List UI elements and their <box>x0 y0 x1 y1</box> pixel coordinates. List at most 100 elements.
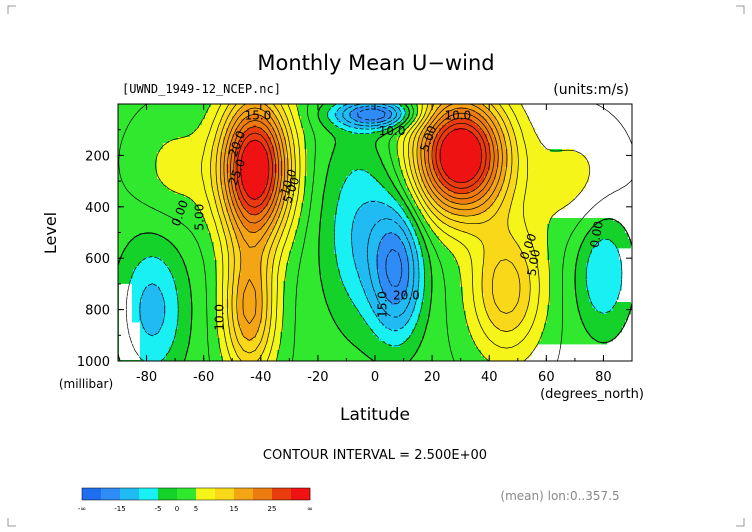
field-cell <box>394 185 406 189</box>
field-cell <box>367 299 388 303</box>
field-cell <box>424 257 430 261</box>
field-cell <box>478 185 490 189</box>
field-cell <box>373 131 388 135</box>
field-cell <box>235 206 244 210</box>
field-cell <box>475 122 487 126</box>
field-cell <box>262 128 274 132</box>
field-cell <box>133 275 172 279</box>
field-cell <box>175 245 214 249</box>
field-cell <box>232 134 241 138</box>
field-cell <box>340 197 394 201</box>
field-cell <box>430 305 463 309</box>
field-cell <box>118 176 157 180</box>
field-cell <box>346 287 364 291</box>
field-cell <box>376 149 397 153</box>
field-cell <box>193 308 217 312</box>
contour-line <box>201 103 540 362</box>
field-cell <box>484 104 499 108</box>
field-cell <box>262 287 271 291</box>
field-cell <box>586 287 622 291</box>
field-cell <box>118 260 142 264</box>
field-cell <box>442 164 481 168</box>
field-cell <box>241 359 259 362</box>
field-cell <box>481 155 490 159</box>
field-cell <box>337 116 352 120</box>
field-cell <box>118 119 202 123</box>
field-cell <box>169 266 187 270</box>
field-cell <box>307 155 331 159</box>
field-cell <box>229 317 238 321</box>
field-cell <box>226 107 241 111</box>
field-cell <box>247 143 262 147</box>
field-cell <box>337 323 367 327</box>
field-cell <box>214 188 223 192</box>
field-cell <box>202 212 220 216</box>
field-cell <box>283 290 322 294</box>
field-cell <box>418 293 424 297</box>
field-cell <box>190 320 217 324</box>
field-cell <box>397 302 415 306</box>
field-cell <box>178 308 193 312</box>
field-cell <box>271 317 283 321</box>
field-cell <box>319 227 334 231</box>
field-cell <box>397 188 409 192</box>
field-cell <box>118 212 202 216</box>
corner-marks <box>7 5 745 527</box>
field-cell <box>379 155 397 159</box>
colorbar-label: 25 <box>268 505 277 513</box>
field-cell <box>328 164 385 168</box>
field-cell <box>175 191 214 195</box>
field-cell <box>586 284 622 288</box>
field-cell <box>352 302 370 306</box>
field-cell <box>298 107 319 111</box>
field-cell <box>265 206 274 210</box>
field-cell <box>208 110 226 114</box>
field-cell <box>301 212 322 216</box>
field-cell <box>475 344 538 348</box>
field-cell <box>520 248 547 252</box>
field-cell <box>406 113 409 117</box>
field-cell <box>268 158 274 162</box>
field-cell <box>379 182 394 186</box>
field-cell <box>418 161 424 165</box>
field-cell <box>418 278 424 282</box>
field-cell <box>418 236 424 240</box>
field-cell <box>412 329 424 333</box>
field-cell <box>241 134 268 138</box>
field-cell <box>436 170 445 174</box>
field-cell <box>289 260 319 264</box>
field-cell <box>511 230 547 234</box>
field-cell <box>229 254 241 258</box>
field-cell <box>493 128 502 132</box>
field-cell <box>409 320 418 324</box>
field-cell <box>220 173 229 177</box>
field-cell <box>409 284 418 288</box>
field-cell <box>229 158 235 162</box>
field-cell <box>289 158 295 162</box>
field-cell <box>280 344 355 348</box>
field-cell <box>547 257 577 261</box>
field-cell <box>229 293 238 297</box>
colorbar-swatch <box>120 488 140 500</box>
field-cell <box>430 314 466 318</box>
field-cell <box>448 134 475 138</box>
field-cell <box>307 167 328 171</box>
field-cell <box>328 113 334 117</box>
field-cell <box>187 266 217 270</box>
field-cell <box>430 293 463 297</box>
field-cell <box>226 236 235 240</box>
field-cell <box>484 293 529 297</box>
field-cell <box>445 185 478 189</box>
field-cell <box>418 260 424 264</box>
field-cell <box>262 317 271 321</box>
field-cell <box>406 119 415 123</box>
field-cell <box>280 185 286 189</box>
field-cell <box>118 278 130 282</box>
field-cell <box>322 284 343 288</box>
field-cell <box>388 299 400 303</box>
field-cell <box>325 125 337 129</box>
field-cell <box>271 323 283 327</box>
field-cell <box>454 227 508 231</box>
field-cell <box>442 242 484 246</box>
field-cell <box>337 254 352 258</box>
